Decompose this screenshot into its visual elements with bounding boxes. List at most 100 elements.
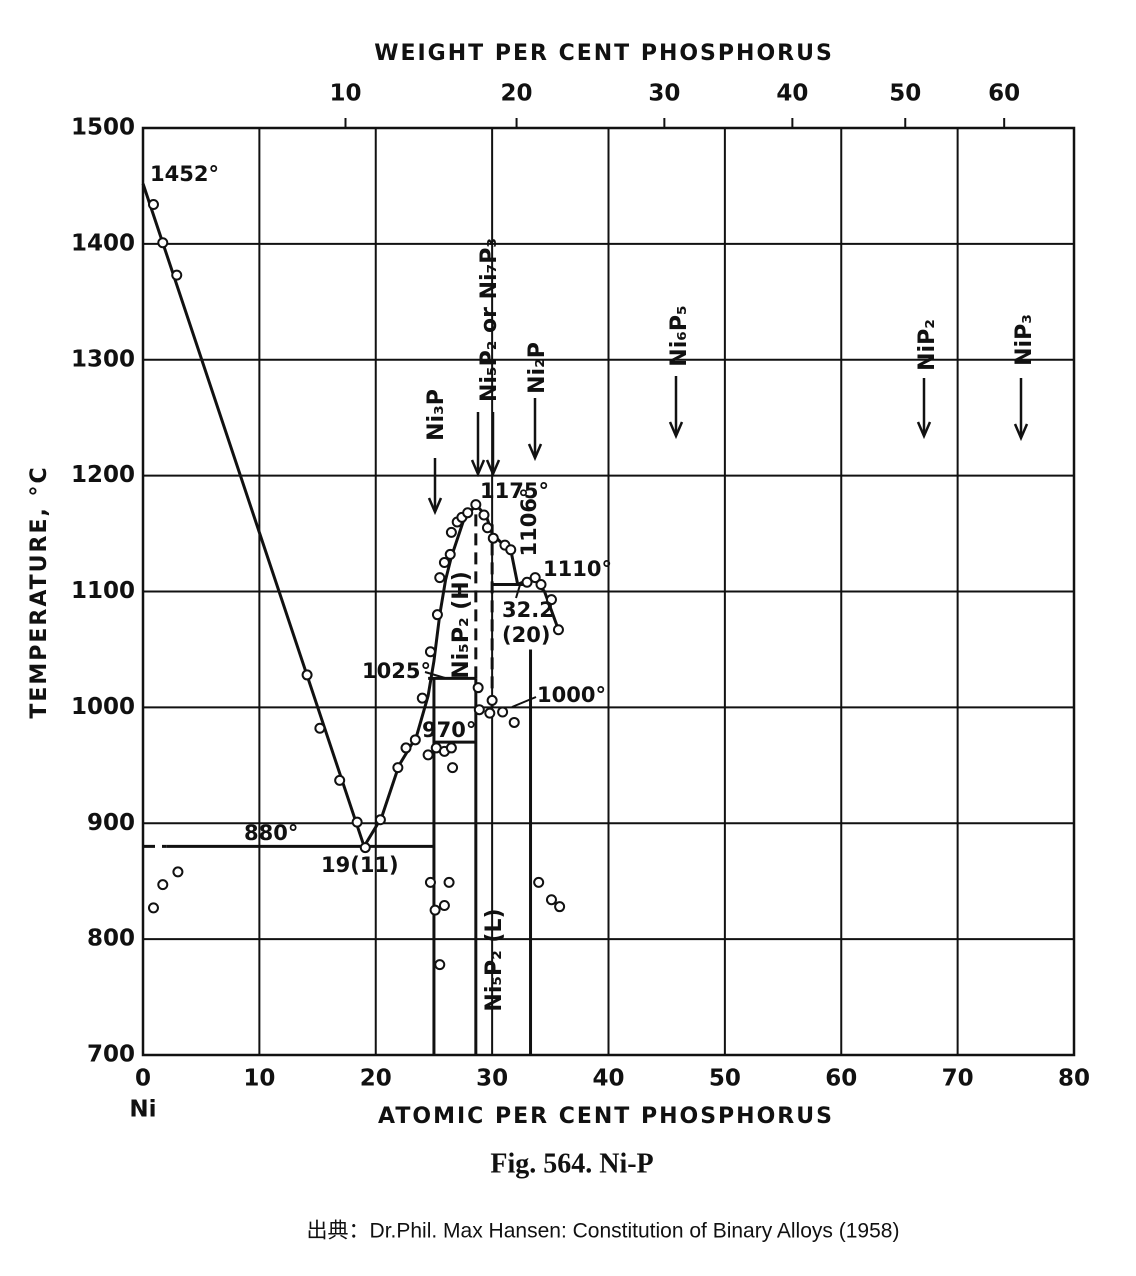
- data-point: [533, 876, 545, 888]
- data-point: [545, 894, 557, 906]
- data-point: [505, 544, 517, 556]
- data-point: [409, 734, 421, 746]
- x-tick-label: 70: [942, 1066, 974, 1092]
- data-point: [416, 692, 428, 704]
- data-point: [487, 532, 499, 544]
- data-point: [447, 762, 459, 774]
- y-tick-label: 800: [87, 926, 135, 952]
- y-axis-label: TEMPERATURE, °C: [27, 465, 52, 718]
- leader-line: [511, 696, 537, 708]
- plot-frame: [141, 126, 1076, 1057]
- y-tick-label: 700: [87, 1042, 135, 1068]
- data-point: [484, 707, 496, 719]
- data-point: [438, 900, 450, 912]
- data-point: [486, 694, 498, 706]
- data-point: [434, 572, 446, 584]
- annotation: (20): [502, 623, 550, 647]
- arrow-head: [485, 459, 501, 478]
- annotation: 32.2: [502, 598, 554, 622]
- data-point: [429, 904, 441, 916]
- data-point: [424, 876, 436, 888]
- x2-tick-label: 60: [988, 81, 1020, 107]
- data-point: [147, 198, 159, 210]
- x2-tick-label: 10: [329, 81, 361, 107]
- x2-tick-label: 50: [889, 81, 921, 107]
- annotation: 1106°: [517, 488, 541, 557]
- x-axis-label: ATOMIC PER CENT PHOSPHORUS: [378, 1104, 834, 1129]
- data-point: [521, 576, 533, 588]
- x-tick-label: 50: [709, 1066, 741, 1092]
- data-point: [171, 269, 183, 281]
- annotation: 880°: [244, 821, 298, 845]
- y-tick-label: 1000: [71, 694, 135, 720]
- y-tick-label: 1500: [71, 115, 135, 141]
- data-point: [552, 624, 564, 636]
- phase-label: Ni₆P₅: [667, 305, 692, 366]
- data-point: [438, 557, 450, 569]
- arrow-head: [427, 497, 443, 516]
- x-tick-label: 40: [592, 1066, 624, 1092]
- data-point: [535, 579, 547, 591]
- x-tick-label: 30: [476, 1066, 508, 1092]
- x2-tick-label: 30: [648, 81, 680, 107]
- phase-label: NiP₂: [915, 319, 940, 371]
- figure-title: Fig. 564. Ni-P: [490, 1148, 653, 1179]
- arrow-head: [668, 421, 684, 440]
- annotation: 1000°: [537, 683, 606, 707]
- phase-label: NiP₃: [1012, 314, 1037, 366]
- y-tick-label: 1100: [71, 578, 135, 604]
- data-point: [157, 237, 169, 249]
- phase-label: Ni₅P₂ (H): [449, 571, 474, 679]
- data-point: [545, 594, 557, 606]
- leader-line: [515, 584, 521, 599]
- annotation: 970°: [422, 718, 476, 742]
- data-point: [529, 572, 541, 584]
- data-point: [462, 507, 474, 519]
- data-point: [445, 526, 457, 538]
- annotation: 1025°: [362, 659, 431, 683]
- phase-boundary: [141, 183, 478, 850]
- data-point: [431, 609, 443, 621]
- data-point: [434, 959, 446, 971]
- data-point: [314, 722, 326, 734]
- x-tick-label: 60: [825, 1066, 857, 1092]
- phase-label: Ni₂P: [525, 342, 550, 394]
- data-point: [351, 816, 363, 828]
- data-point: [470, 499, 482, 511]
- annotation: 1175°: [480, 479, 549, 503]
- arrow-head: [1013, 423, 1029, 442]
- data-point: [497, 706, 509, 718]
- data-point: [472, 682, 484, 694]
- source-note: 出典：Dr.Phil. Max Hansen: Constitution of …: [307, 1220, 900, 1243]
- arrow-head: [527, 443, 543, 462]
- arrow-head: [470, 459, 486, 478]
- phase-label: Ni₃P: [424, 389, 449, 441]
- data-point: [445, 742, 457, 754]
- y-tick-label: 1300: [71, 346, 135, 372]
- data-point: [400, 742, 412, 754]
- phase-label: Ni₅P₂ (L): [482, 908, 507, 1011]
- data-point: [172, 866, 184, 878]
- phase-label: Ni₅P₂ or Ni₇P₃: [477, 238, 502, 402]
- data-point: [147, 902, 159, 914]
- y-tick-label: 1400: [71, 230, 135, 256]
- data-point: [374, 814, 386, 826]
- data-point: [554, 901, 566, 913]
- x-tick-label: 0: [135, 1066, 151, 1092]
- data-point: [392, 762, 404, 774]
- data-point: [444, 548, 456, 560]
- annotation: 19(11): [321, 853, 399, 877]
- x-tick-label: 10: [243, 1066, 275, 1092]
- data-point: [359, 842, 371, 854]
- annotation: 1110°: [543, 557, 612, 581]
- data-point: [301, 669, 313, 681]
- data-point: [481, 522, 493, 534]
- origin-label: Ni: [129, 1097, 156, 1123]
- y-tick-label: 900: [87, 810, 135, 836]
- data-point: [443, 876, 455, 888]
- leader-line: [424, 671, 446, 679]
- data-point: [473, 704, 485, 716]
- arrow-head: [916, 421, 932, 440]
- data-point: [422, 749, 434, 761]
